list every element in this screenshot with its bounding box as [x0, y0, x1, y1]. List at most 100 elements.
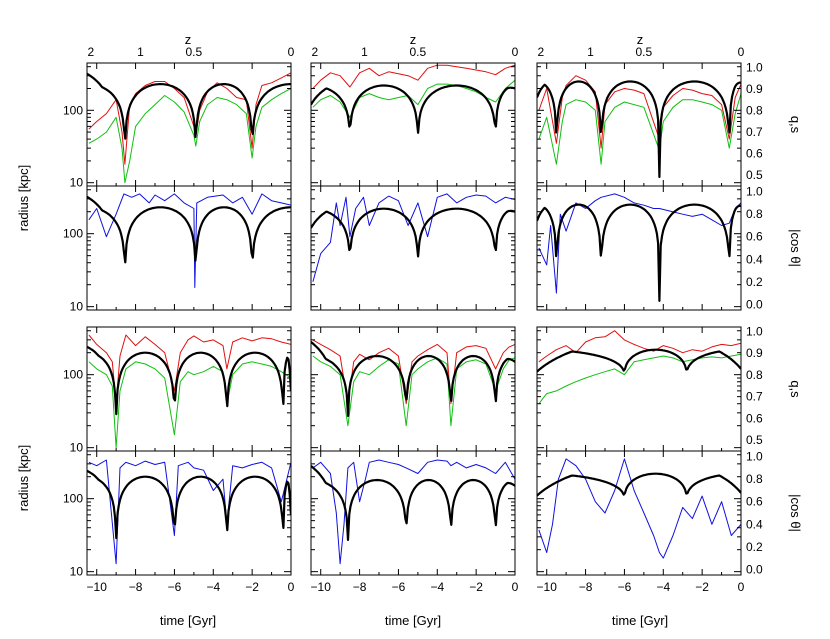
right-angle-tick-label: 0.0 [746, 297, 763, 311]
orbit-radius-line-shape [537, 80, 741, 179]
right-shape-tick-label: 0.5 [746, 433, 763, 447]
y-tick-label: 10 [70, 300, 84, 314]
x-tick-label: −10 [87, 580, 108, 594]
ylabel-left-bottom: radius [kpc] [16, 445, 31, 511]
shape-panel-frame [310, 62, 516, 187]
top-tick-label: 0 [288, 45, 295, 59]
series-cos-line [538, 193, 741, 294]
top-axis-label-col1: z [185, 32, 192, 47]
y-tick-label: 100 [63, 227, 83, 241]
right-shape-tick-label: 0.5 [746, 168, 763, 182]
orbit-radius-line-angle [87, 469, 291, 540]
series-cos-line [312, 193, 515, 282]
right-shape-tick-label: 0.9 [746, 82, 763, 96]
x-tick-label: −4 [656, 580, 670, 594]
x-tick-label: −6 [618, 580, 632, 594]
right-shape-tick-label: 0.8 [746, 103, 763, 117]
right-shape-tick-label: 0.8 [746, 368, 763, 382]
x-tick-label: 0 [738, 580, 745, 594]
xlabel-col1: time [Gyr] [160, 613, 216, 628]
series-s-line [538, 353, 741, 405]
right-shape-tick-label: 0.9 [746, 346, 763, 360]
shape-panel-frame [536, 62, 742, 187]
top-tick-label: 2 [88, 45, 95, 59]
right-angle-tick-label: 0.6 [746, 495, 763, 509]
panel-column-6: −10 −8 −6 −4 −2 0 0.5 0.6 0.7 0.8 0.9 1.0 0.0 0.2 0.4 0… [536, 324, 803, 594]
series-s-line [88, 88, 291, 184]
panel-column-5: −10 −8 −6 −4 −2 0 [310, 326, 519, 594]
panel-column-2: 2 1 0.5 0 [310, 45, 519, 311]
ylabel-right-angle: |cos θ| [788, 494, 803, 532]
top-tick-label: 0.5 [410, 45, 427, 59]
x-tick-label: −10 [311, 580, 332, 594]
top-tick-label: 1 [587, 45, 594, 59]
angle-panel-frame [310, 450, 516, 576]
right-angle-tick-label: 1.0 [746, 450, 763, 464]
x-tick-label: −4 [430, 580, 444, 594]
top-axis-label-col2: z [410, 32, 417, 47]
orbit-radius-line-angle [537, 203, 741, 302]
orbit-radius-line-shape [537, 348, 741, 373]
panel-column-1: 2 1 0.5 0 10 100 10 100 [63, 45, 295, 314]
y-tick-label: 10 [70, 565, 84, 579]
top-tick-label: 0.5 [186, 45, 203, 59]
top-tick-label: 0 [512, 45, 519, 59]
xlabel-col2: time [Gyr] [385, 613, 441, 628]
right-angle-tick-label: 0.2 [746, 275, 763, 289]
angle-panel-frame [310, 185, 516, 311]
top-tick-label: 0 [738, 45, 745, 59]
orbit-radius-line-shape [311, 341, 515, 417]
right-angle-tick-label: 0.4 [746, 517, 763, 531]
right-shape-tick-label: 1.0 [746, 324, 763, 338]
series-cos-line [88, 193, 291, 288]
orbit-radius-line-shape [87, 72, 291, 140]
right-angle-tick-label: 0.6 [746, 230, 763, 244]
x-tick-label: −6 [168, 580, 182, 594]
ylabel-right-shape: q,s [788, 380, 803, 398]
x-tick-label: −10 [537, 580, 558, 594]
top-tick-label: 1 [361, 45, 368, 59]
x-tick-label: −4 [206, 580, 220, 594]
right-shape-tick-label: 0.6 [746, 147, 763, 161]
right-shape-tick-label: 0.6 [746, 411, 763, 425]
series-q-line [538, 330, 741, 363]
series-q-line [88, 334, 291, 405]
x-tick-label: −2 [245, 580, 259, 594]
series-cos-line [88, 459, 291, 565]
y-tick-label: 100 [63, 368, 83, 382]
series-s-line [312, 79, 515, 118]
angle-panel-frame [86, 450, 292, 576]
ylabel-right-shape: q,s [788, 116, 803, 134]
panel-column-3: 2 1 0.5 0 0.5 0.6 0.7 0.8 0.9 1.0 0.0 0.2 0.4 0.6 0.8 1… [536, 45, 803, 311]
orbit-radius-line-angle [311, 207, 515, 258]
xlabel-col3: time [Gyr] [612, 613, 668, 628]
angle-panel-frame [536, 185, 742, 311]
series-q-line [538, 75, 741, 149]
right-angle-tick-label: 0.0 [746, 562, 763, 576]
ylabel-left-top: radius [kpc] [16, 165, 31, 231]
angle-panel-frame [86, 185, 292, 311]
orbit-radius-line-angle [537, 472, 741, 497]
x-tick-label: 0 [512, 580, 519, 594]
y-tick-label: 100 [63, 103, 83, 117]
orbit-radius-line-angle [87, 195, 291, 264]
series-s-line [538, 93, 741, 165]
series-q-line [88, 72, 291, 165]
series-q-line [312, 64, 515, 89]
orbit-radius-line-shape [311, 84, 515, 134]
right-angle-tick-label: 1.0 [746, 185, 763, 199]
y-tick-label: 100 [63, 492, 83, 506]
shape-panel-frame [310, 326, 516, 452]
top-tick-label: 0.5 [636, 45, 653, 59]
right-angle-tick-label: 0.8 [746, 472, 763, 486]
series-s-line [312, 355, 515, 427]
x-tick-label: −8 [129, 580, 143, 594]
angle-panel-frame [536, 450, 742, 576]
right-shape-tick-label: 0.7 [746, 390, 763, 404]
x-tick-label: −8 [579, 580, 593, 594]
right-angle-tick-label: 0.8 [746, 207, 763, 221]
orbit-radius-line-shape [87, 345, 291, 416]
x-tick-label: 0 [288, 580, 295, 594]
